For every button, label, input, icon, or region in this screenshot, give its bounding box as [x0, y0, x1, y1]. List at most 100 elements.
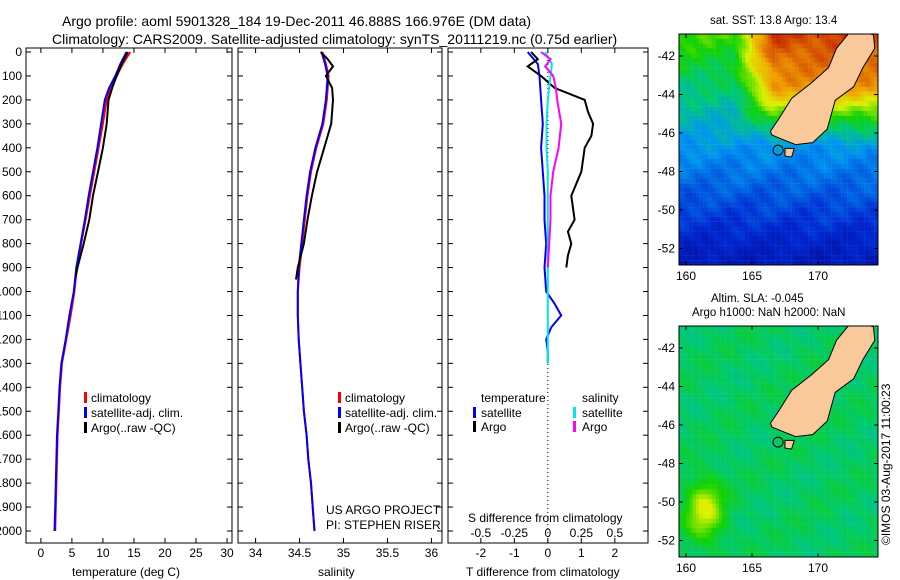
map-cell: [689, 187, 693, 193]
map-cell: [814, 38, 819, 44]
map-cell: [732, 407, 736, 413]
map-cell: [755, 518, 759, 524]
map-cell: [775, 475, 779, 481]
map-cell: [722, 260, 726, 266]
map-cell: [738, 173, 743, 179]
map-cell: [735, 398, 739, 404]
map-cell: [847, 236, 852, 241]
map-cell: [695, 120, 700, 126]
map-cell: [738, 48, 743, 54]
map-cell: [837, 33, 842, 39]
map-cell: [771, 407, 776, 413]
map-cell: [689, 460, 693, 466]
map-cell: [761, 460, 766, 466]
map-cell: [827, 250, 832, 256]
map-cell: [867, 115, 871, 121]
map-cell: [837, 134, 842, 140]
map-cell: [682, 364, 687, 370]
map-cell: [808, 62, 812, 68]
map-cell: [874, 67, 878, 73]
map-cell: [768, 173, 772, 179]
map-cell: [725, 513, 730, 519]
map-cell: [781, 503, 786, 509]
map-cell: [755, 340, 759, 346]
map-cell: [705, 149, 710, 155]
map-cell: [801, 149, 805, 155]
map-cell: [791, 528, 796, 533]
map-cell: [808, 207, 812, 213]
map-cell: [785, 72, 789, 78]
map-cell: [712, 417, 716, 423]
map-cell: [834, 144, 838, 150]
map-cell: [686, 250, 690, 256]
map-cell: [758, 359, 763, 365]
map-cell: [765, 207, 769, 213]
map-cell: [788, 77, 792, 83]
map-cell: [679, 106, 683, 112]
map-cell: [712, 231, 716, 237]
map-cell: [831, 245, 835, 251]
map-cell: [874, 260, 878, 266]
map-cell: [745, 475, 749, 481]
map-cell: [788, 91, 792, 97]
map-cell: [781, 460, 786, 466]
map-cell: [719, 470, 723, 476]
map-cell: [699, 494, 703, 500]
map-cell: [814, 187, 819, 193]
map-cell: [728, 499, 733, 505]
map-cell: [775, 221, 779, 227]
map-cell: [732, 53, 736, 59]
map-cell: [834, 197, 838, 203]
map-cell: [841, 211, 845, 217]
map-cell: [699, 455, 703, 461]
map-cell: [692, 479, 697, 485]
map-cell: [745, 547, 749, 553]
map-cell: [811, 250, 815, 256]
map-cell: [778, 96, 782, 102]
map-cell: [745, 518, 749, 524]
map-cell: [794, 187, 799, 193]
map-cell: [748, 374, 753, 379]
map-cell: [752, 149, 756, 155]
map-cell: [814, 211, 819, 217]
map-cell: [748, 460, 753, 466]
map-cell: [695, 134, 700, 140]
map-cell: [748, 518, 753, 524]
map-cell: [778, 67, 782, 73]
map-cell: [705, 33, 710, 39]
map-cell: [705, 446, 710, 452]
map-cell: [834, 130, 838, 136]
map-cell: [867, 86, 871, 92]
map-cell: [728, 412, 733, 418]
map-cell: [778, 499, 782, 505]
map-cell: [768, 508, 772, 514]
map-cell: [761, 354, 766, 360]
map-cell: [719, 130, 723, 136]
map-cell: [735, 101, 739, 107]
map-cell: [712, 508, 716, 514]
map-cell: [781, 325, 786, 331]
map-cell: [781, 398, 786, 404]
map-cell: [702, 216, 706, 222]
map-cell: [775, 364, 779, 370]
map-cell: [768, 106, 772, 112]
map-cell: [857, 260, 862, 266]
map-cell: [695, 226, 700, 232]
map-cell: [702, 547, 706, 553]
map-cell: [874, 211, 878, 217]
map-cell: [742, 101, 746, 107]
map-cell: [686, 91, 690, 97]
map-cell: [702, 359, 706, 365]
map-cell: [705, 340, 710, 346]
map-cell: [765, 197, 769, 203]
map-cell: [801, 33, 805, 39]
map-cell: [831, 207, 835, 213]
series-line-climatology: [296, 51, 330, 532]
series-line-s-argo: [540, 51, 563, 268]
map-cell: [689, 120, 693, 126]
map-cell: [702, 455, 706, 461]
map-cell: [695, 465, 700, 471]
map-cell: [755, 552, 759, 558]
map-cell: [738, 451, 743, 456]
map-cell: [742, 426, 746, 432]
